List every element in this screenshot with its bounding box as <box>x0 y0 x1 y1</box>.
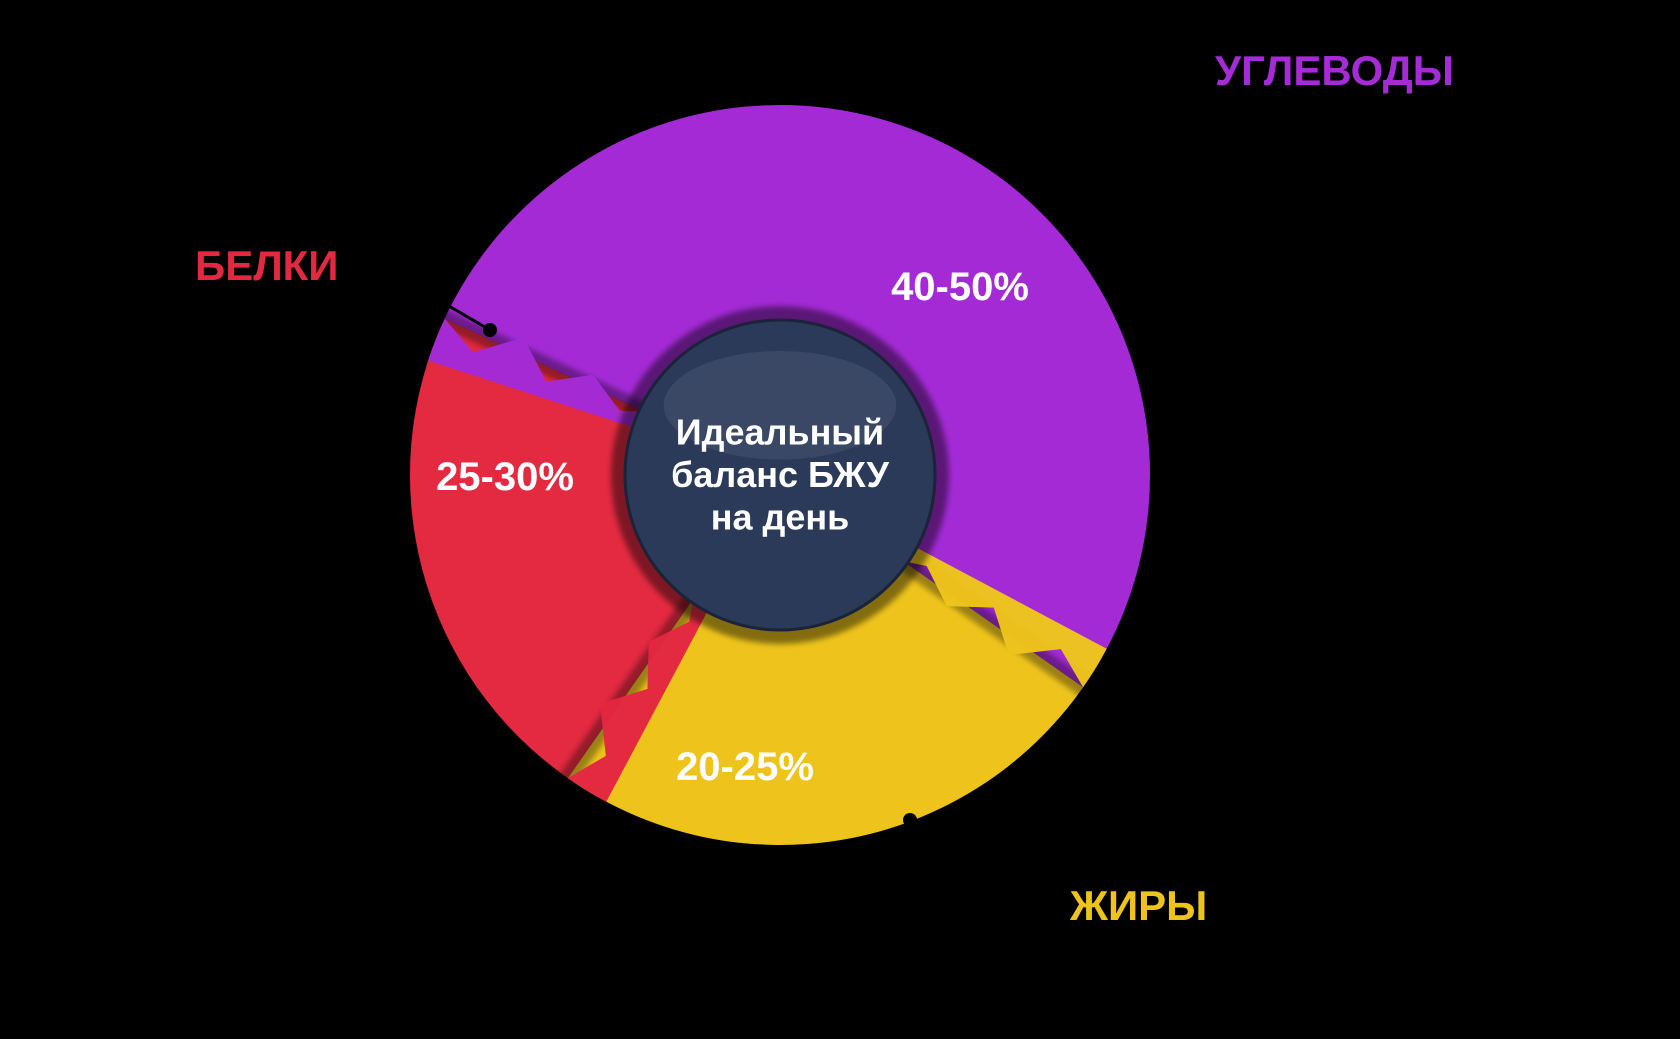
chart-stage: Идеальныйбаланс БЖУна день40-50% 20-25% 25… <box>0 0 1680 1039</box>
pct-carbs: 40-50% <box>891 265 1029 309</box>
leader-fats <box>910 820 1060 900</box>
pct-fats: 20-25% <box>676 745 814 789</box>
center-hub: Идеальныйбаланс БЖУна день <box>611 306 949 644</box>
pct-proteins: 25-30% <box>436 455 574 499</box>
label-fats: ЖИРЫ <box>1069 882 1207 929</box>
bzhu-pie-chart: Идеальныйбаланс БЖУна день40-50% 20-25% 25… <box>0 0 1680 1039</box>
label-carbs: УГЛЕВОДЫ <box>1215 47 1454 94</box>
leader-carbs <box>970 100 1200 140</box>
label-proteins: БЕЛКИ <box>195 242 339 289</box>
leader-dot-carbs <box>963 133 977 147</box>
leader-dot-fats <box>903 813 917 827</box>
leader-dot-proteins <box>483 323 497 337</box>
